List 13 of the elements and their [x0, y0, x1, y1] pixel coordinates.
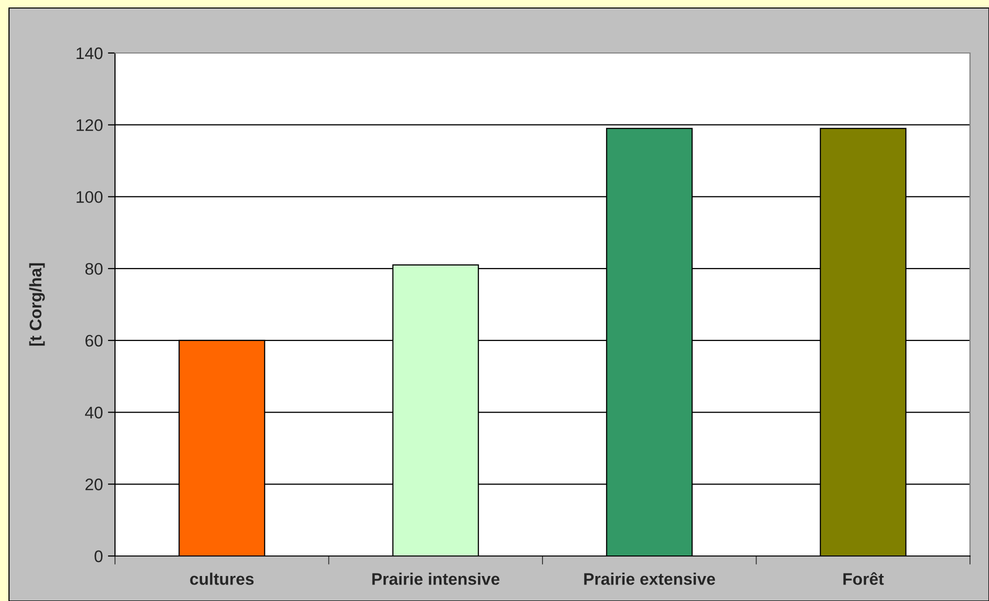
- x-tick-label: Prairie extensive: [584, 572, 716, 585]
- x-tick-label: Forêt: [843, 572, 884, 585]
- y-axis-title: [t Corg/ha]: [29, 263, 45, 346]
- y-tick-label: 60: [86, 334, 103, 347]
- y-tick-label: 140: [76, 47, 103, 60]
- y-tick-label: 120: [76, 119, 103, 132]
- y-tick-label: 40: [85, 406, 103, 418]
- y-tick-label: 100: [76, 191, 103, 203]
- y-tick-label: 80: [85, 262, 103, 275]
- x-tick-label: Prairie intensive: [372, 572, 500, 585]
- x-tick-label: cultures: [190, 572, 254, 585]
- y-tick-label: 0: [94, 550, 103, 562]
- y-tick-label: 20: [85, 478, 103, 490]
